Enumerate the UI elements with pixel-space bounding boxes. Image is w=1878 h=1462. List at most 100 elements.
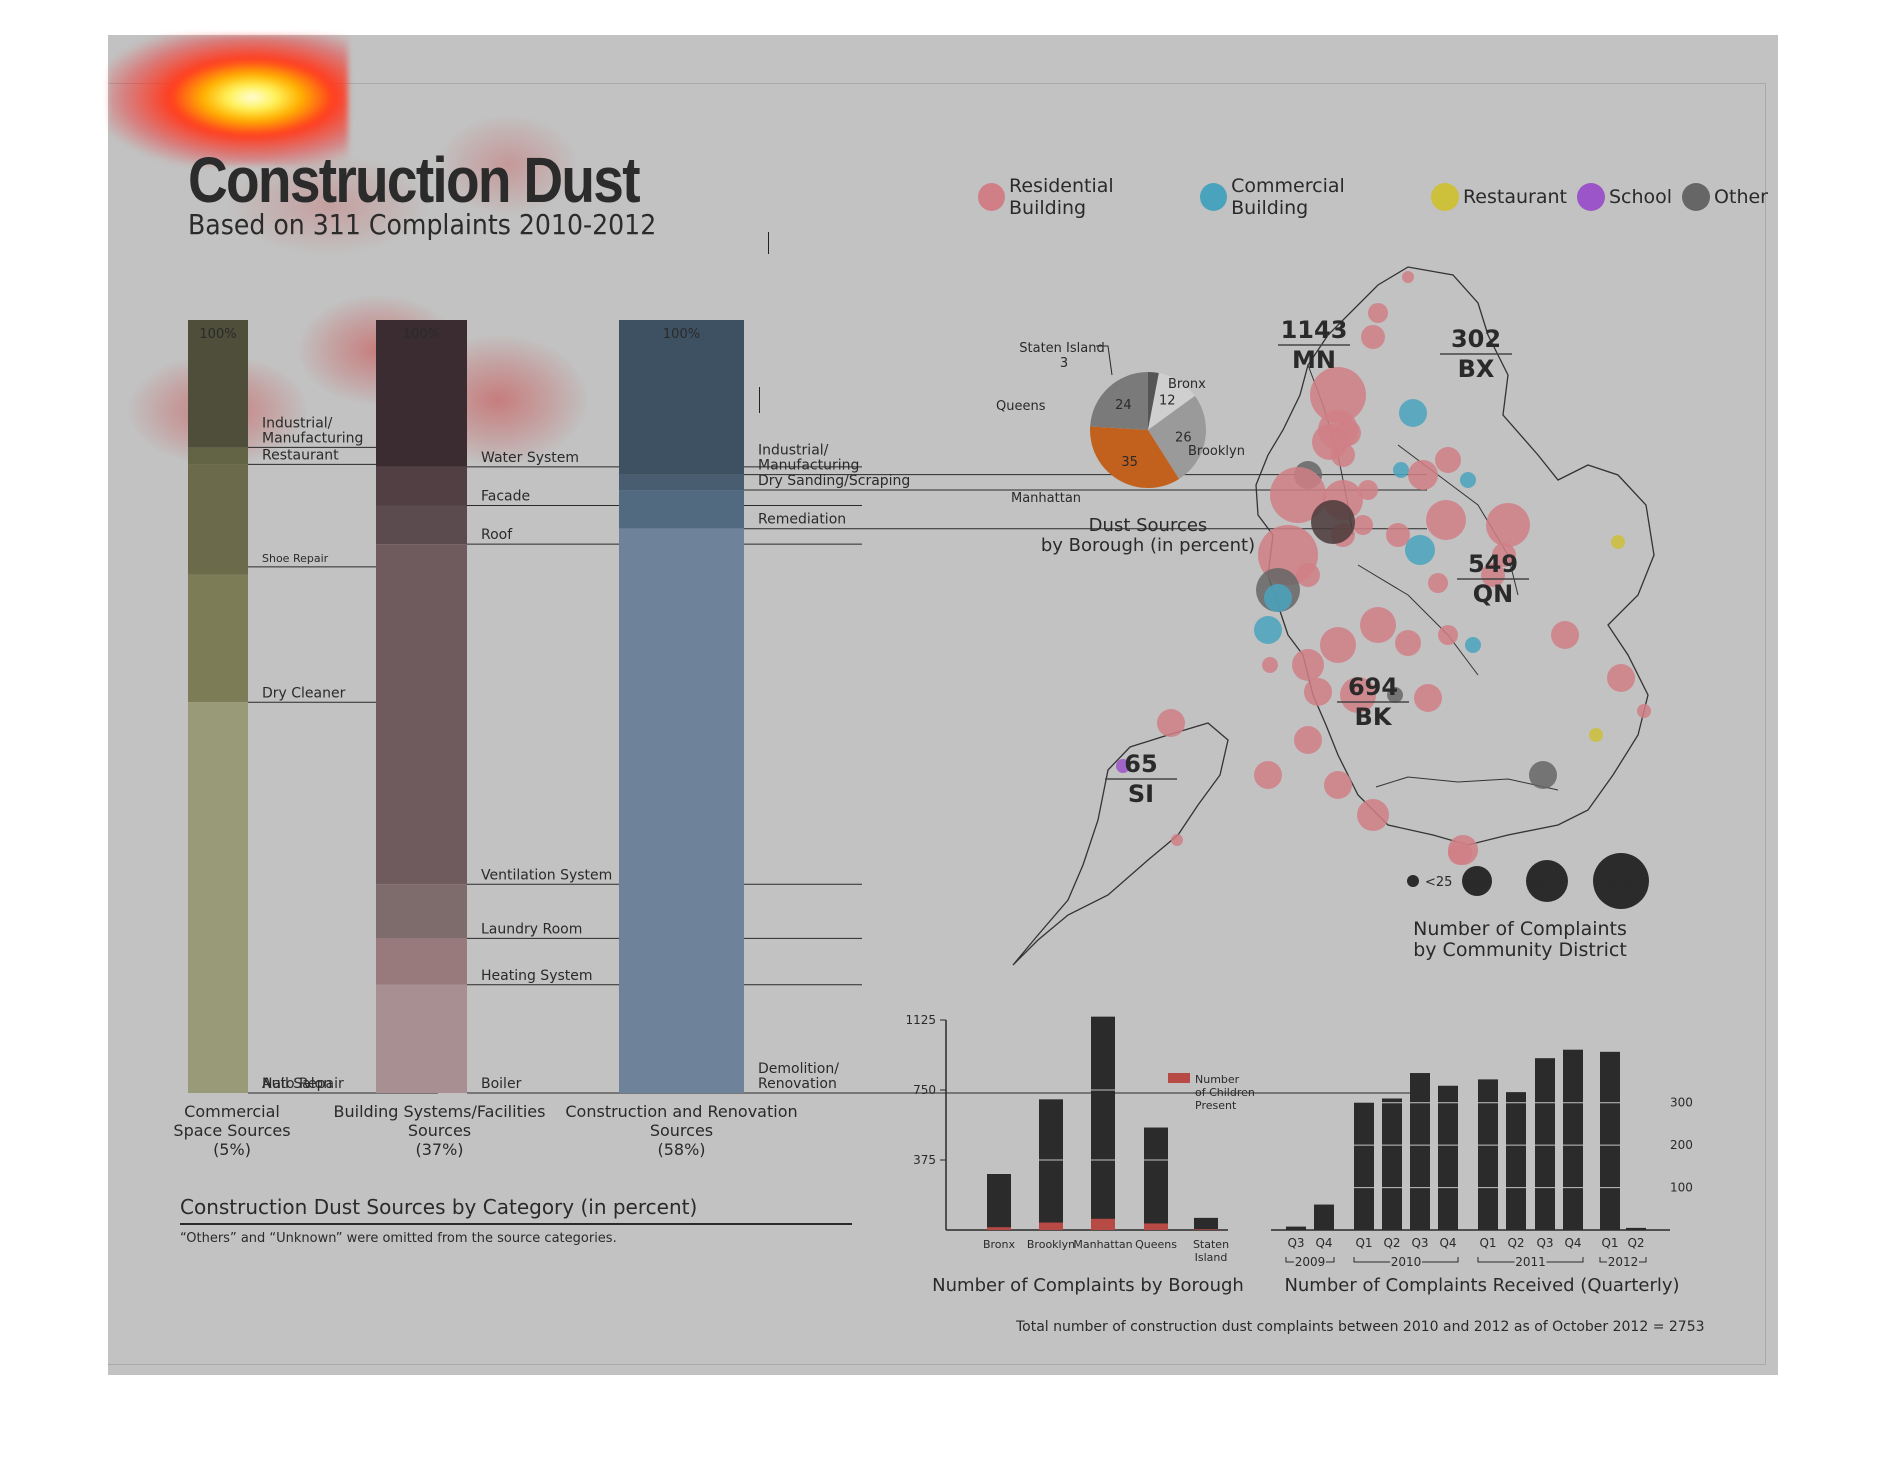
map-complaint-dot: [1405, 535, 1435, 565]
quarterly-bar: [1563, 1049, 1583, 1230]
borough-total-abbr: BK: [1355, 703, 1393, 731]
map-complaint-dot: [1611, 535, 1625, 549]
legend-item: School: [1576, 183, 1672, 211]
pie-leader-line: [1096, 345, 1113, 376]
borough-children-bar: [1091, 1218, 1115, 1230]
segment-label: Auto Repair: [262, 1076, 344, 1092]
map-complaint-dot: [1353, 515, 1373, 535]
borough-children-bar: [1194, 1229, 1218, 1230]
map-complaint-dot: [1262, 657, 1278, 673]
map-complaint-dot: [1320, 627, 1356, 663]
category-segment: [619, 474, 744, 491]
pie-value-label: 3: [1060, 356, 1068, 371]
size-legend-label: 25-49: [1462, 878, 1491, 889]
legend-item: Other: [1682, 183, 1768, 211]
map-complaint-dot: [1304, 678, 1332, 706]
borough-bar: [1144, 1127, 1168, 1230]
year-bracket: [1353, 1257, 1390, 1263]
quarterly-x-label: Q4: [1439, 1236, 1456, 1250]
quarterly-y-tick-label: 300: [1670, 1096, 1693, 1110]
category-segment: [188, 702, 248, 1093]
map-shoreline: [1375, 776, 1559, 791]
segment-label: Dry Sanding/Scraping: [758, 473, 910, 489]
map-complaint-dot: [1264, 584, 1292, 612]
legend-swatch: [1430, 183, 1459, 211]
quarterly-bar: [1478, 1079, 1498, 1230]
quarterly-bar: [1354, 1102, 1374, 1230]
pie-slice-label: Queens: [996, 399, 1046, 414]
segment-label: Manufacturing: [262, 430, 363, 446]
quarterly-y-tick-label: 100: [1670, 1181, 1693, 1195]
category-segment: [376, 544, 467, 885]
attention-heat-spot: [108, 35, 348, 165]
map-complaint-dot: [1426, 500, 1466, 540]
category-segment: [188, 447, 248, 465]
borough-x-label: Staten: [1193, 1238, 1229, 1251]
pie-value-label: 24: [1115, 398, 1132, 413]
category-title-rule: [180, 1223, 852, 1225]
quarterly-x-label: Q3: [1536, 1236, 1553, 1250]
legend-item: Residential Building: [978, 175, 1190, 219]
category-segment: [376, 884, 467, 939]
quarterly-bar: [1438, 1085, 1458, 1230]
column-caption: Construction and Renovation: [565, 1102, 797, 1121]
map-complaint-dot: [1607, 664, 1635, 692]
segment-label: Water System: [481, 450, 579, 466]
map-complaint-dot: [1481, 563, 1505, 587]
quarterly-bar: [1600, 1051, 1620, 1230]
quarterly-x-label: Q1: [1355, 1236, 1372, 1250]
borough-y-tick-label: 750: [913, 1083, 936, 1097]
map-complaint-dot: [1340, 677, 1376, 713]
map-complaint-dot: [1360, 607, 1396, 643]
building-type-legend: Residential Building Commercial Building R…: [978, 175, 1778, 219]
map-complaint-dot: [1294, 726, 1322, 754]
text-cursor-mark: [759, 387, 760, 413]
quarterly-x-label: Q4: [1564, 1236, 1581, 1250]
borough-y-tick-label: 375: [913, 1153, 936, 1167]
size-legend-label: >75: [1608, 875, 1633, 889]
quarterly-x-label: Q4: [1315, 1236, 1332, 1250]
year-bracket: [1285, 1257, 1294, 1263]
borough-children-bar: [987, 1227, 1011, 1230]
map-complaint-dot: [1448, 841, 1472, 865]
size-legend-dot: [1526, 860, 1568, 902]
borough-bar: [1091, 1016, 1115, 1230]
segment-label: Roof: [481, 527, 513, 543]
children-legend-swatch: [1168, 1073, 1190, 1083]
quarterly-chart-title: Number of Complaints Received (Quarterly…: [1284, 1275, 1679, 1296]
segment-label: Boiler: [481, 1076, 522, 1092]
year-bracket: [1639, 1257, 1647, 1263]
page-title: Construction Dust: [188, 144, 641, 216]
pie-value-label: 35: [1121, 455, 1138, 470]
column-caption: Commercial: [184, 1102, 280, 1121]
map-complaint-dot: [1393, 462, 1409, 478]
borough-total-value: 1143: [1281, 316, 1348, 344]
map-complaint-dot: [1551, 621, 1579, 649]
year-bracket: [1546, 1257, 1584, 1263]
borough-chart-title: Number of Complaints by Borough: [932, 1275, 1244, 1296]
segment-label: Manufacturing: [758, 458, 859, 474]
legend-swatch: [978, 183, 1006, 211]
borough-total-abbr: MN: [1292, 346, 1336, 374]
map-complaint-dot: [1157, 709, 1185, 737]
segment-label: Heating System: [481, 968, 593, 984]
size-legend-dot: [1462, 866, 1492, 896]
borough-x-label: Island: [1195, 1251, 1228, 1264]
children-legend-label: Number: [1195, 1073, 1240, 1086]
map-complaint-dot: [1254, 616, 1282, 644]
borough-x-label: Brooklyn: [1027, 1238, 1075, 1251]
size-legend-label: <25: [1425, 875, 1452, 890]
segment-label: Renovation: [758, 1076, 837, 1092]
map-complaint-dot: [1270, 467, 1326, 523]
map-complaint-dot: [1171, 834, 1183, 846]
column-top-label: 100%: [199, 327, 236, 342]
pie-slice: [1148, 395, 1206, 479]
map-complaint-dot: [1311, 500, 1355, 544]
column-caption: Space Sources: [173, 1121, 290, 1140]
map-complaint-dot: [1331, 443, 1355, 467]
quarterly-bar: [1382, 1098, 1402, 1230]
category-note: “Others” and “Unknown” were omitted from…: [180, 1231, 617, 1246]
year-bracket: [1422, 1257, 1459, 1263]
borough-children-bar: [1144, 1223, 1168, 1230]
legend-label: Residential Building: [1009, 175, 1114, 219]
